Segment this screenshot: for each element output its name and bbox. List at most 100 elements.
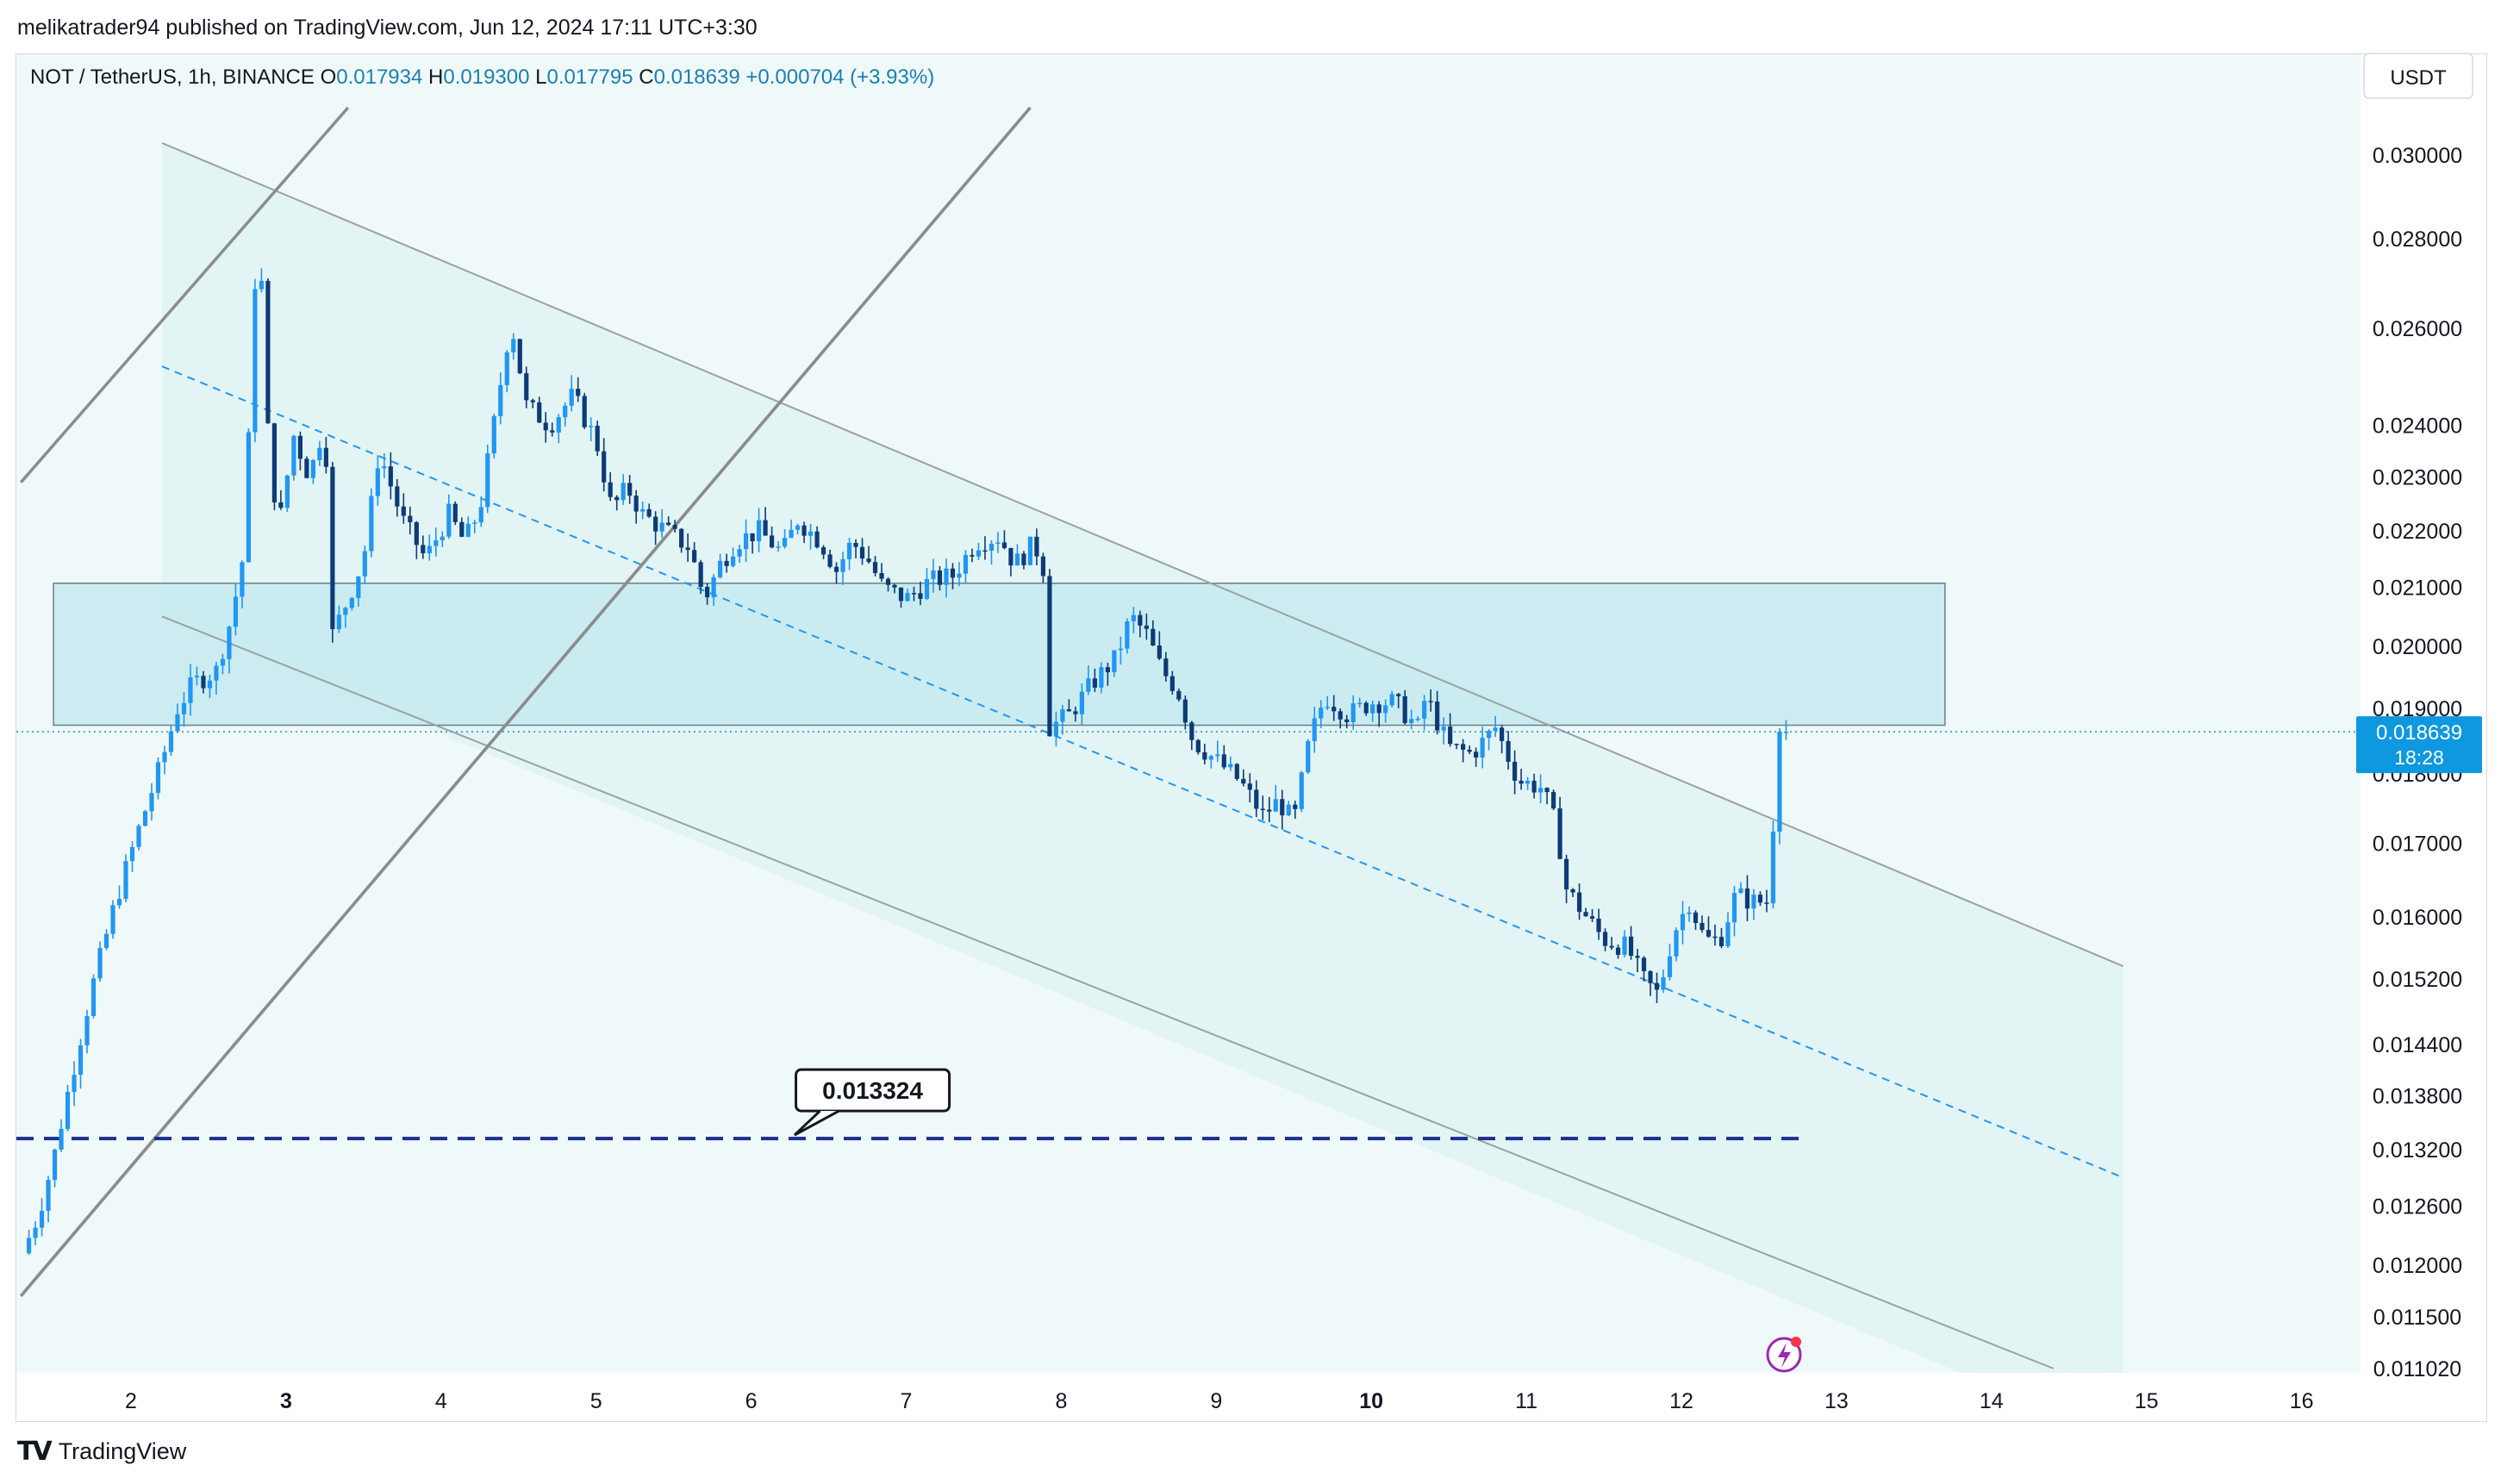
- candle-body[interactable]: [220, 658, 226, 666]
- candle-body[interactable]: [1383, 705, 1388, 714]
- candle-body[interactable]: [336, 614, 341, 630]
- candle-body[interactable]: [602, 451, 607, 483]
- candle-body[interactable]: [1169, 676, 1175, 691]
- candle-body[interactable]: [1415, 718, 1420, 720]
- candle-body[interactable]: [1712, 936, 1718, 938]
- candle-body[interactable]: [1519, 780, 1524, 784]
- candle-body[interactable]: [537, 402, 542, 423]
- candle-body[interactable]: [840, 558, 845, 572]
- candle-body[interactable]: [595, 426, 600, 452]
- candle-body[interactable]: [659, 522, 664, 532]
- candle-body[interactable]: [1125, 620, 1130, 649]
- candle-body[interactable]: [1208, 756, 1213, 760]
- candle-body[interactable]: [1376, 704, 1381, 714]
- candle-body[interactable]: [395, 486, 400, 507]
- channel-lower-line[interactable]: [161, 615, 2055, 1369]
- candle-body[interactable]: [1267, 809, 1272, 812]
- candle-body[interactable]: [1602, 932, 1608, 946]
- candle-body[interactable]: [1299, 772, 1304, 809]
- candle-body[interactable]: [46, 1180, 51, 1212]
- candle-body[interactable]: [1338, 711, 1343, 720]
- candle-body[interactable]: [1764, 902, 1769, 904]
- candle-body[interactable]: [569, 389, 574, 406]
- candle-body[interactable]: [1589, 916, 1595, 919]
- candle-body[interactable]: [1306, 740, 1311, 773]
- candle-body[interactable]: [1661, 976, 1666, 990]
- candle-body[interactable]: [589, 426, 594, 427]
- candle-body[interactable]: [33, 1227, 38, 1238]
- candle-body[interactable]: [763, 520, 768, 536]
- candle-body[interactable]: [731, 556, 736, 566]
- candle-body[interactable]: [149, 793, 154, 812]
- candle-body[interactable]: [633, 496, 639, 512]
- candle-body[interactable]: [465, 523, 471, 537]
- candle-body[interactable]: [1099, 667, 1104, 688]
- candle-body[interactable]: [646, 508, 652, 517]
- candle-body[interactable]: [188, 677, 193, 703]
- candle-body[interactable]: [1260, 808, 1265, 810]
- candle-body[interactable]: [582, 396, 587, 427]
- candle-body[interactable]: [1757, 895, 1763, 903]
- candle-body[interactable]: [498, 384, 503, 416]
- candle-body[interactable]: [879, 573, 884, 579]
- candle-body[interactable]: [1060, 709, 1065, 722]
- candle-body[interactable]: [1461, 744, 1466, 750]
- candle-body[interactable]: [563, 405, 568, 418]
- candle-body[interactable]: [485, 453, 490, 508]
- candle-body[interactable]: [576, 389, 581, 396]
- candle-body[interactable]: [253, 289, 258, 433]
- candle-body[interactable]: [246, 432, 252, 563]
- candle-body[interactable]: [343, 608, 348, 615]
- channel-upper-line[interactable]: [161, 142, 2124, 968]
- candle-body[interactable]: [181, 702, 187, 714]
- candle-body[interactable]: [737, 549, 742, 557]
- candle-body[interactable]: [110, 905, 115, 934]
- candle-body[interactable]: [52, 1149, 58, 1181]
- candle-body[interactable]: [168, 731, 174, 752]
- tradingview-brand[interactable]: TV TradingView: [17, 1434, 186, 1468]
- candle-body[interactable]: [1557, 808, 1562, 859]
- ascending-trendline[interactable]: [19, 106, 1032, 1297]
- candle-body[interactable]: [1615, 947, 1621, 955]
- candle-body[interactable]: [1014, 553, 1020, 566]
- candle-body[interactable]: [1176, 690, 1182, 700]
- candle-body[interactable]: [478, 507, 483, 523]
- candle-body[interactable]: [698, 562, 703, 587]
- candle-body[interactable]: [1396, 694, 1401, 696]
- candle-body[interactable]: [1628, 936, 1634, 957]
- candle-body[interactable]: [724, 560, 729, 566]
- candle-body[interactable]: [672, 525, 677, 529]
- candle-body[interactable]: [1731, 893, 1737, 923]
- candle-body[interactable]: [995, 542, 1001, 544]
- candle-body[interactable]: [1157, 645, 1162, 659]
- candle-body[interactable]: [401, 506, 406, 516]
- candle-body[interactable]: [26, 1238, 32, 1254]
- candle-body[interactable]: [1241, 778, 1246, 784]
- candle-body[interactable]: [1641, 957, 1647, 971]
- candle-body[interactable]: [142, 811, 148, 826]
- candle-body[interactable]: [375, 468, 380, 496]
- candle-body[interactable]: [866, 558, 871, 563]
- candle-body[interactable]: [970, 555, 975, 557]
- candle-body[interactable]: [1034, 536, 1039, 557]
- candle-body[interactable]: [201, 676, 206, 689]
- candle-body[interactable]: [1544, 788, 1550, 793]
- candle-body[interactable]: [388, 466, 393, 487]
- candle-body[interactable]: [614, 496, 620, 501]
- candle-body[interactable]: [491, 415, 496, 454]
- candle-body[interactable]: [1563, 858, 1569, 889]
- candle-body[interactable]: [1467, 749, 1472, 752]
- candle-body[interactable]: [1596, 918, 1601, 932]
- candle-body[interactable]: [517, 339, 522, 374]
- candle-body[interactable]: [963, 555, 969, 574]
- candle-body[interactable]: [369, 496, 374, 552]
- candle-body[interactable]: [278, 502, 284, 508]
- candle-body[interactable]: [78, 1045, 84, 1076]
- candle-body[interactable]: [1312, 718, 1317, 741]
- candle-body[interactable]: [310, 460, 315, 478]
- candle-body[interactable]: [1363, 702, 1369, 714]
- candle-body[interactable]: [1202, 751, 1207, 760]
- candle-body[interactable]: [1144, 625, 1149, 629]
- candle-body[interactable]: [872, 562, 878, 574]
- candle-body[interactable]: [317, 447, 322, 461]
